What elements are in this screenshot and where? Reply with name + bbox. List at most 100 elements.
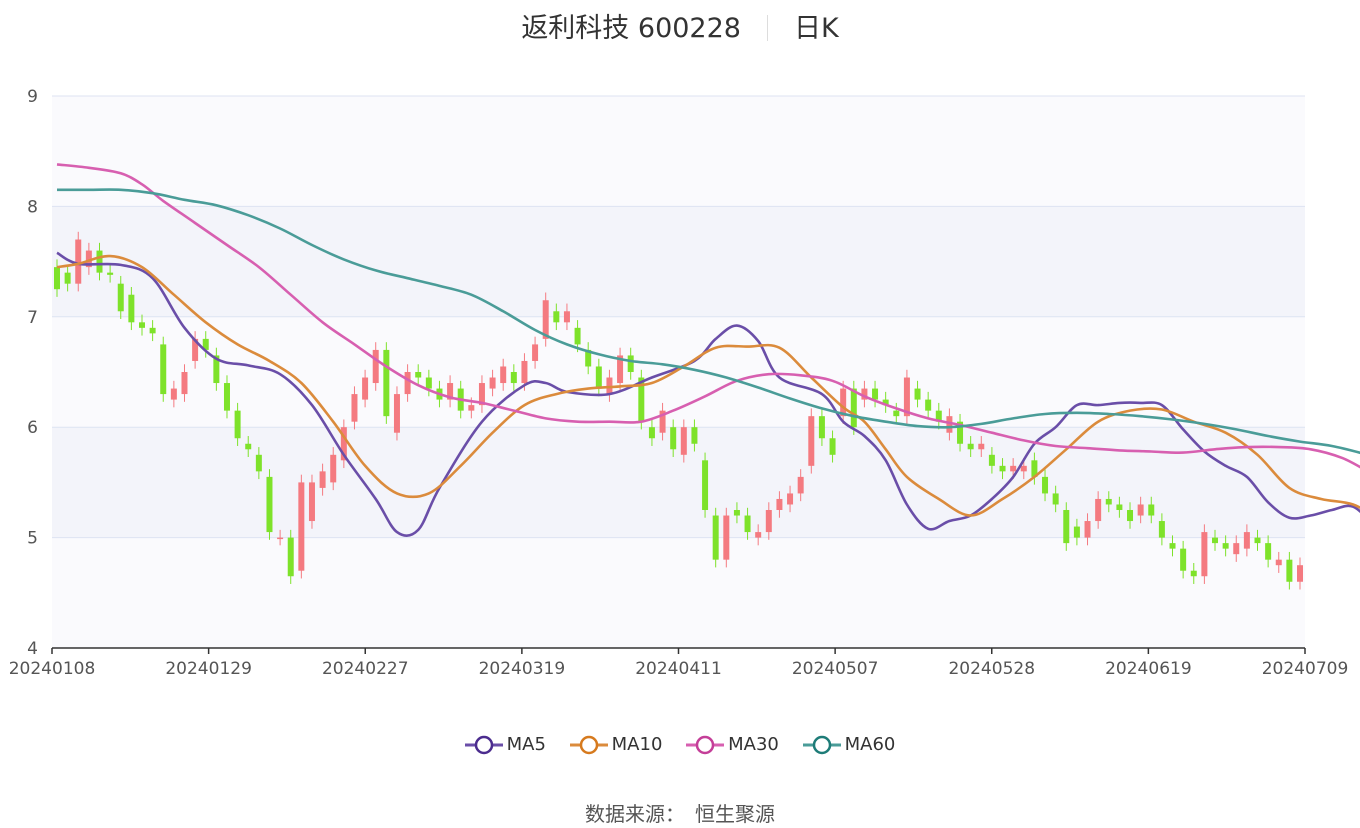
- candle-body: [192, 338, 199, 361]
- candle-body: [1201, 532, 1208, 577]
- candle-body: [1297, 565, 1303, 582]
- candle: [1201, 524, 1208, 584]
- legend-item-ma60[interactable]: MA60: [802, 734, 895, 755]
- candle-body: [755, 532, 762, 538]
- candle: [1148, 496, 1155, 524]
- candle: [202, 331, 209, 358]
- candle: [595, 358, 602, 397]
- candle-body: [277, 537, 284, 540]
- candle-body: [213, 355, 220, 384]
- candle-body: [521, 360, 528, 384]
- candle-body: [447, 383, 454, 400]
- moving-average-lines: [56, 163, 1360, 537]
- candle-body: [861, 388, 868, 400]
- candle-body: [393, 394, 400, 433]
- candle: [1042, 469, 1049, 502]
- candle: [170, 380, 177, 408]
- candle-body: [617, 355, 624, 384]
- candle: [489, 369, 496, 397]
- legend-ma30-label: MA30: [728, 734, 779, 755]
- candle-body: [999, 465, 1006, 472]
- candle-body: [266, 476, 273, 533]
- candle-body: [787, 493, 794, 505]
- candle-body: [978, 443, 985, 450]
- legend-item-ma5[interactable]: MA5: [464, 734, 546, 755]
- candle: [1127, 502, 1134, 529]
- candle-body: [712, 515, 719, 560]
- candle: [861, 380, 868, 408]
- candle-body: [478, 383, 485, 406]
- ma-line-ma5: [56, 251, 1360, 537]
- candle: [1180, 540, 1187, 579]
- candle-body: [691, 427, 698, 444]
- candle: [648, 419, 655, 446]
- candle-body: [1180, 548, 1187, 571]
- source-footer: 数据来源： 恒生聚源: [0, 798, 1360, 827]
- candle: [192, 331, 199, 369]
- grid-lines: [52, 95, 1305, 539]
- x-tick-label: 20240709: [1262, 659, 1349, 679]
- y-tick-label: 9: [27, 87, 38, 107]
- x-tick-label: 20240129: [165, 659, 252, 679]
- candle-body: [128, 294, 135, 323]
- candle: [319, 463, 326, 496]
- candle-body: [1275, 559, 1282, 566]
- candle: [914, 380, 921, 408]
- candle: [946, 408, 953, 441]
- candle-body: [308, 482, 315, 522]
- grid-band: [52, 316, 1305, 428]
- stock-name: 返利科技 600228: [521, 13, 741, 44]
- candle-body: [585, 349, 592, 367]
- candle-body: [542, 300, 549, 339]
- candle: [935, 402, 942, 430]
- candle-body: [574, 327, 581, 345]
- candle-body: [1243, 532, 1250, 549]
- candle: [245, 436, 252, 458]
- y-tick-label: 4: [27, 639, 38, 659]
- candle-body: [138, 322, 145, 328]
- candle-body: [1095, 498, 1102, 522]
- x-tick-label: 20240619: [1105, 659, 1192, 679]
- candle-body: [776, 498, 783, 510]
- candle: [691, 419, 698, 452]
- candle-body: [893, 410, 900, 417]
- candle: [75, 231, 82, 292]
- candle-body: [510, 372, 517, 384]
- candle: [1105, 491, 1112, 513]
- candle: [298, 474, 305, 579]
- y-tick-label: 7: [27, 308, 38, 328]
- candle-body: [1190, 570, 1197, 577]
- candle-body: [1169, 543, 1176, 549]
- candle-body: [1286, 559, 1293, 582]
- candle-body: [319, 471, 326, 488]
- candle-body: [702, 460, 709, 510]
- candle: [829, 430, 836, 463]
- candle: [404, 364, 411, 402]
- candle-body: [765, 510, 772, 533]
- legend-item-ma10[interactable]: MA10: [569, 734, 662, 755]
- candle-body: [627, 355, 634, 372]
- y-tick-label: 5: [27, 529, 38, 549]
- candle-body: [1063, 510, 1070, 544]
- candlestick-chart: 4 5 6 7 8 9 20240108 20240129 20240227 20240319 2…: [9, 87, 1360, 679]
- candle-body: [670, 427, 677, 450]
- candle: [882, 391, 889, 413]
- legend-item-ma30[interactable]: MA30: [686, 734, 779, 755]
- candle-body: [107, 272, 114, 275]
- candle-body: [850, 388, 857, 428]
- candle-body: [245, 443, 252, 450]
- source-name: 恒生聚源: [695, 802, 775, 826]
- candle-body: [1116, 504, 1123, 510]
- candle-body: [202, 338, 209, 350]
- candle-body: [372, 349, 379, 384]
- x-axis: 20240108 20240129 20240227 20240319 20240411…: [9, 647, 1349, 679]
- grid-band: [52, 96, 1305, 207]
- candle: [988, 447, 995, 474]
- candle: [478, 375, 485, 413]
- candle: [351, 386, 358, 430]
- y-tick-label: 8: [27, 197, 38, 217]
- candle: [330, 447, 337, 491]
- candle-body: [489, 377, 496, 389]
- y-tick-label: 6: [27, 418, 38, 438]
- candle-body: [500, 366, 507, 384]
